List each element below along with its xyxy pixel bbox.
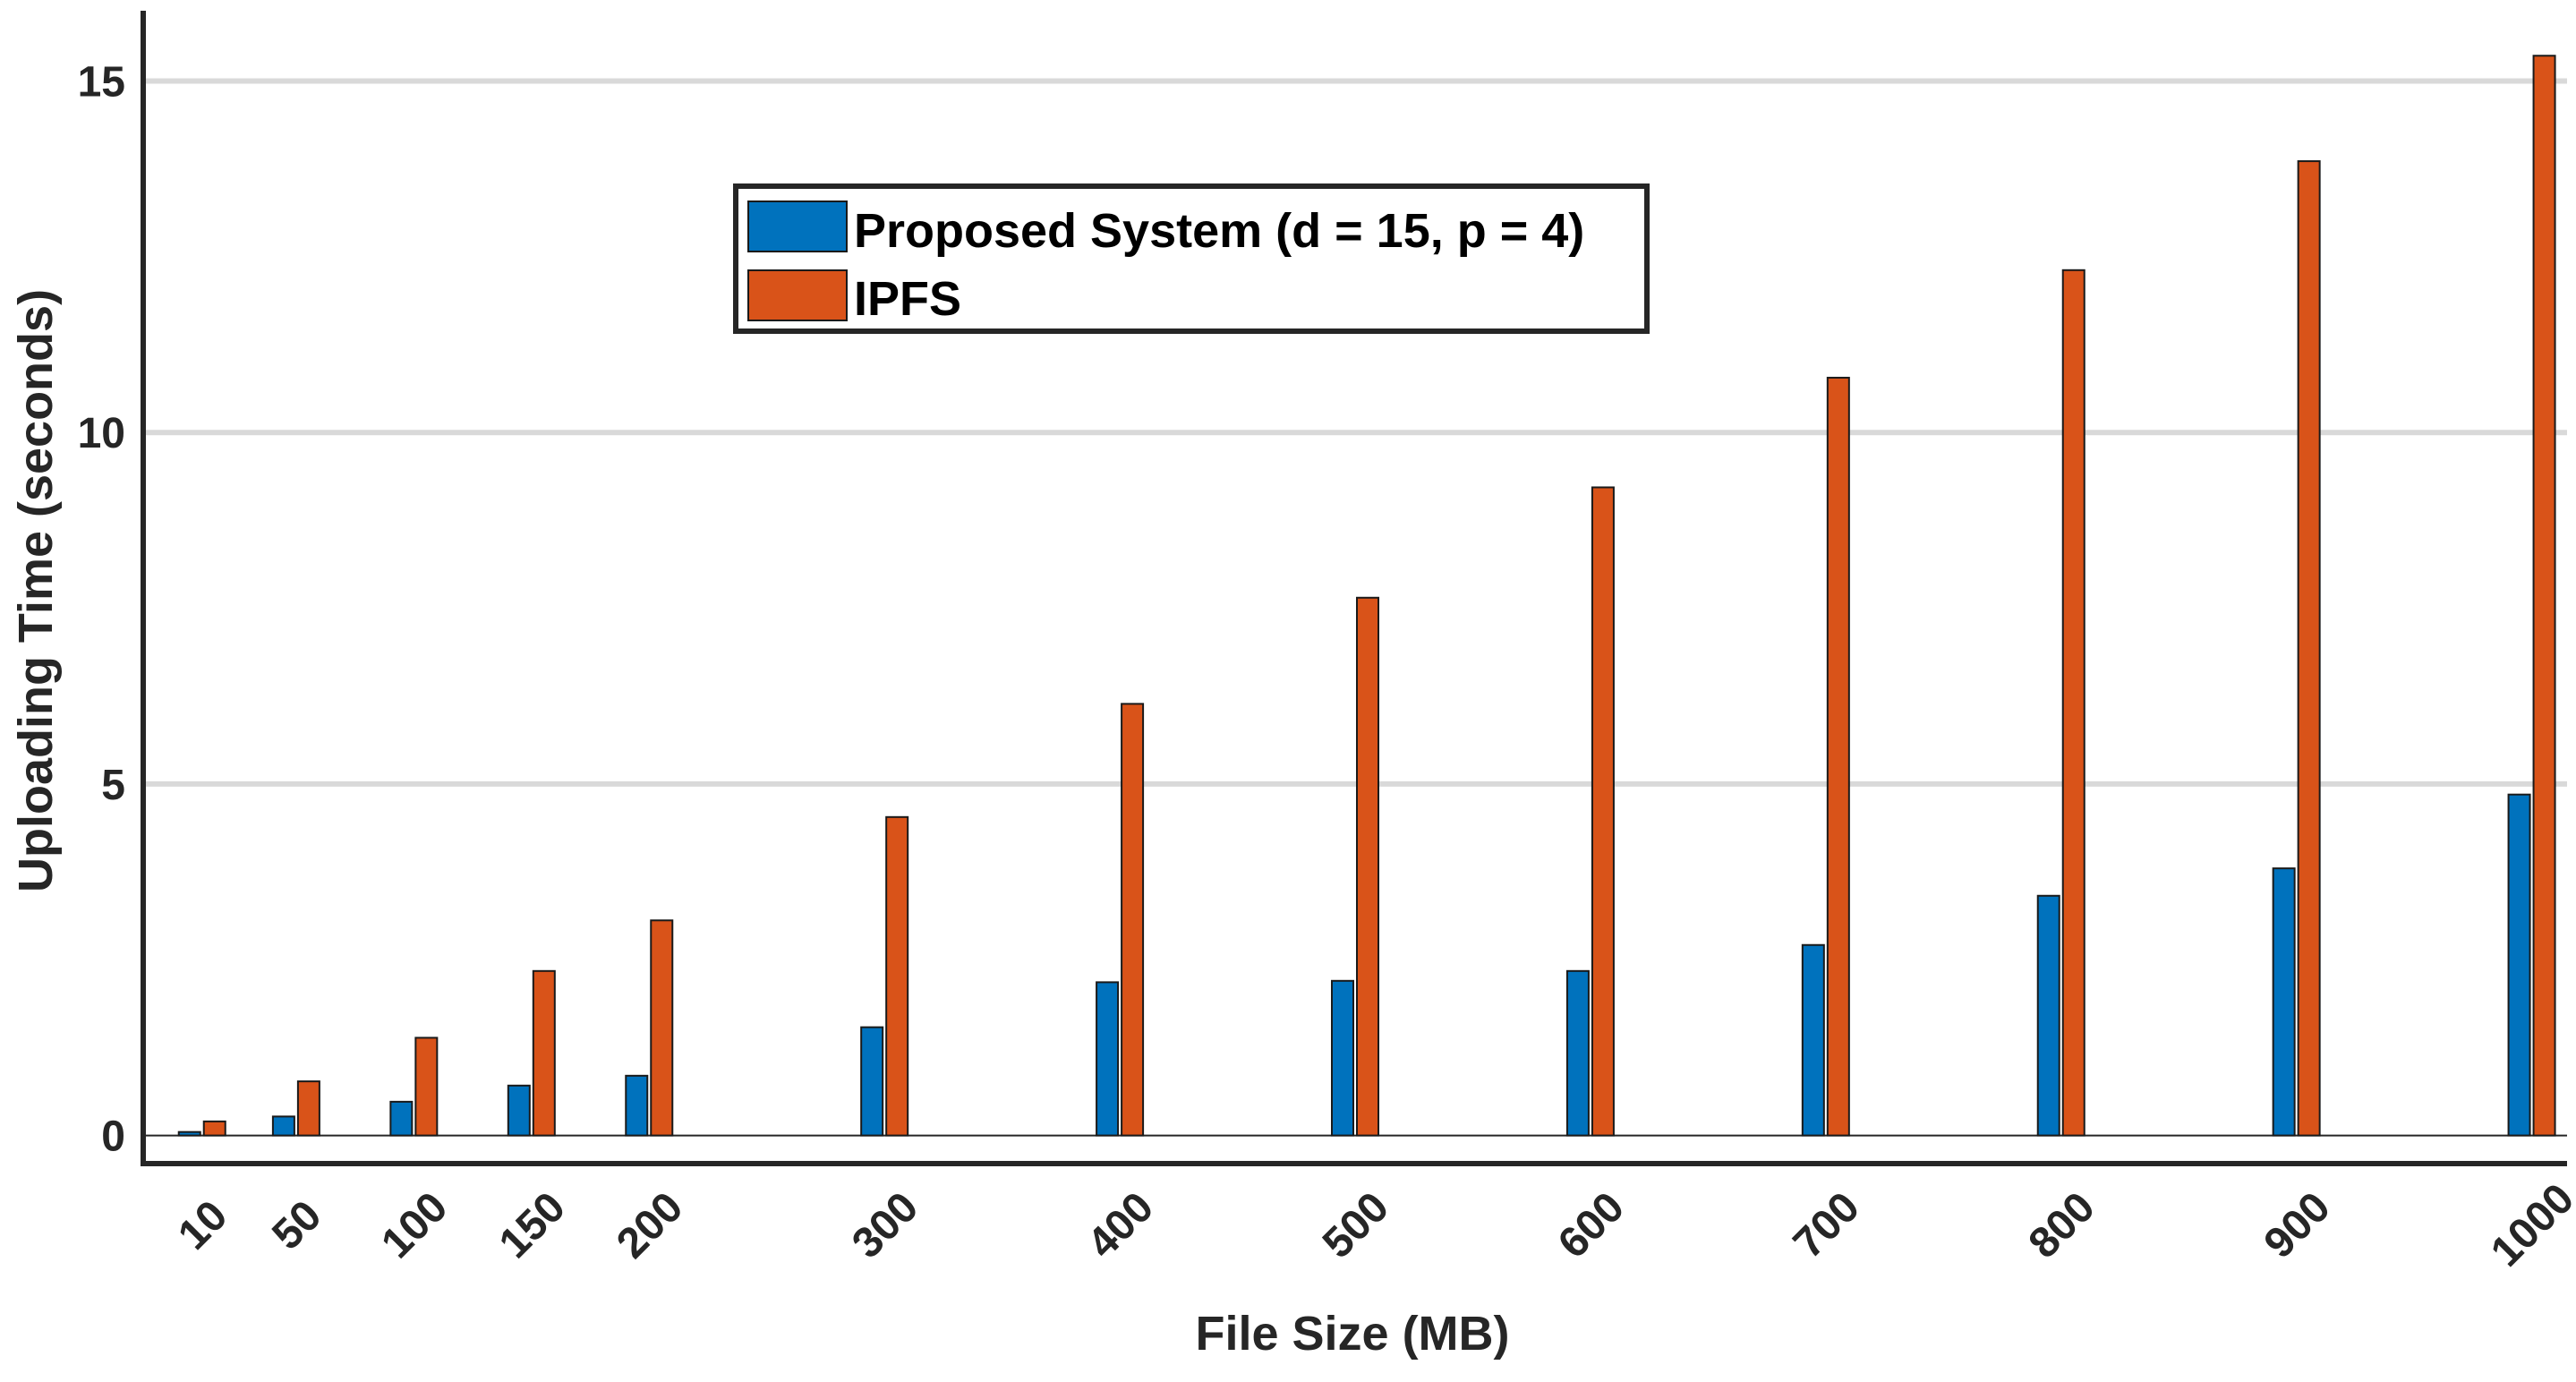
axes xyxy=(141,11,2567,1166)
bar-ipfs-1000 xyxy=(2532,55,2556,1137)
bar-ipfs-600 xyxy=(1591,486,1615,1137)
bar-proposed-200 xyxy=(625,1074,649,1137)
bar-proposed-100 xyxy=(389,1100,414,1137)
legend: Proposed System (d = 15, p = 4) IPFS xyxy=(733,183,1650,334)
bar-proposed-150 xyxy=(507,1084,531,1137)
bar-ipfs-700 xyxy=(1826,376,1850,1137)
bar-ipfs-300 xyxy=(885,815,909,1137)
x-tick-label: 500 xyxy=(1314,1183,1398,1267)
y-tick-label: 0 xyxy=(101,1113,125,1161)
bar-proposed-500 xyxy=(1331,979,1354,1137)
bar-proposed-800 xyxy=(2036,894,2060,1137)
x-tick-label: 150 xyxy=(490,1183,575,1267)
x-tick-label: 100 xyxy=(372,1183,456,1267)
bar-ipfs-400 xyxy=(1121,703,1145,1137)
bar-proposed-300 xyxy=(860,1026,884,1137)
bar-ipfs-200 xyxy=(650,919,674,1137)
bar-ipfs-500 xyxy=(1356,596,1379,1137)
y-tick-label: 15 xyxy=(78,59,125,107)
y-tick-labels: 0 5 10 15 xyxy=(78,59,125,1161)
x-tick-labels: 10 50 100 150 200 300 400 500 600 700 800 900 1000 xyxy=(169,1175,2576,1276)
legend-label-ipfs: IPFS xyxy=(854,272,961,326)
bar-proposed-1000 xyxy=(2507,793,2531,1137)
y-tick-label: 5 xyxy=(101,762,125,809)
bar-ipfs-800 xyxy=(2061,269,2086,1137)
x-tick-label: 200 xyxy=(608,1183,692,1267)
bar-ipfs-900 xyxy=(2297,160,2321,1137)
x-tick-label: 800 xyxy=(2020,1183,2104,1267)
bar-proposed-50 xyxy=(271,1115,295,1137)
gridlines xyxy=(143,78,2567,1137)
x-tick-label: 400 xyxy=(1079,1183,1163,1267)
legend-box xyxy=(733,183,1650,334)
bar-proposed-700 xyxy=(1801,943,1825,1137)
legend-swatch-proposed xyxy=(747,200,848,252)
bar-ipfs-50 xyxy=(296,1080,320,1137)
legend-swatch-ipfs xyxy=(747,269,848,321)
axis-frame xyxy=(141,11,2567,1166)
x-tick-label: 600 xyxy=(1549,1183,1633,1267)
x-tick-label: 700 xyxy=(1785,1183,1869,1267)
x-axis-title: File Size (MB) xyxy=(1195,1307,1509,1361)
y-tick-label: 10 xyxy=(78,410,125,457)
bar-proposed-400 xyxy=(1096,981,1120,1137)
x-tick-label: 50 xyxy=(263,1191,330,1258)
bar-proposed-10 xyxy=(177,1130,201,1137)
bars xyxy=(177,55,2556,1137)
legend-label-proposed: Proposed System (d = 15, p = 4) xyxy=(854,204,1584,258)
x-tick-label: 10 xyxy=(169,1191,236,1258)
bar-proposed-600 xyxy=(1565,969,1590,1137)
bar-ipfs-100 xyxy=(414,1036,439,1137)
x-tick-label: 300 xyxy=(843,1183,927,1267)
x-tick-label: 1000 xyxy=(2482,1175,2576,1276)
bar-ipfs-10 xyxy=(202,1120,226,1137)
bar-proposed-900 xyxy=(2272,867,2296,1137)
y-axis-title: Uploading Time (seconds) xyxy=(9,289,63,892)
bar-ipfs-150 xyxy=(532,969,556,1137)
x-tick-label: 900 xyxy=(2256,1183,2340,1267)
